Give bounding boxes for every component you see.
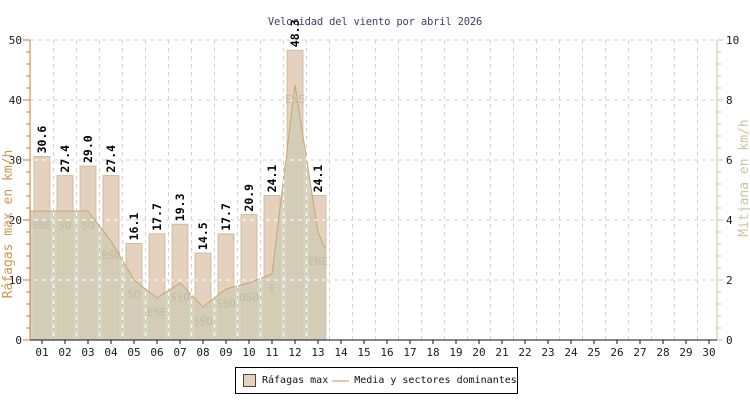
x-tick-label: 30 bbox=[702, 346, 715, 359]
left-tick-label: 30 bbox=[9, 154, 22, 167]
left-tick-label: 40 bbox=[9, 94, 22, 107]
right-tick-label: 4 bbox=[726, 214, 733, 227]
bar-value-label: 24.1 bbox=[265, 165, 279, 193]
left-axis-title: Ráfagas max en km/h bbox=[1, 150, 16, 299]
sector-label: SO bbox=[81, 219, 94, 232]
x-tick-label: 16 bbox=[380, 346, 393, 359]
x-tick-label: 18 bbox=[426, 346, 439, 359]
right-tick-label: 10 bbox=[726, 34, 739, 47]
x-tick-label: 08 bbox=[196, 346, 209, 359]
x-tick-label: 02 bbox=[58, 346, 71, 359]
right-tick-label: 2 bbox=[726, 274, 733, 287]
sector-label: SO bbox=[127, 288, 140, 301]
bar-value-label: 24.1 bbox=[311, 165, 325, 193]
sector-label: SO bbox=[58, 219, 71, 232]
x-tick-label: 01 bbox=[35, 346, 48, 359]
right-axis-title: Mitjana en km/h bbox=[737, 119, 750, 236]
bar-value-label: 20.9 bbox=[242, 184, 256, 212]
x-tick-label: 20 bbox=[472, 346, 485, 359]
x-tick-label: 26 bbox=[610, 346, 623, 359]
x-tick-label: 09 bbox=[219, 346, 232, 359]
legend-line-swatch-icon bbox=[332, 379, 350, 382]
left-tick-label: 10 bbox=[9, 274, 22, 287]
x-tick-label: 24 bbox=[564, 346, 578, 359]
bar-value-label: 30.6 bbox=[35, 126, 49, 154]
legend-line-label: Media y sectores dominantes bbox=[354, 375, 517, 386]
sector-label: E bbox=[269, 282, 276, 295]
left-tick-label: 0 bbox=[15, 334, 22, 347]
x-tick-label: 07 bbox=[173, 346, 186, 359]
bar-value-label: 27.4 bbox=[58, 145, 72, 173]
media-area bbox=[30, 85, 325, 340]
x-tick-label: 25 bbox=[587, 346, 600, 359]
x-tick-label: 19 bbox=[449, 346, 462, 359]
x-tick-label: 15 bbox=[357, 346, 370, 359]
x-tick-label: 17 bbox=[403, 346, 416, 359]
x-tick-label: 05 bbox=[127, 346, 140, 359]
sector-label: SSO bbox=[216, 297, 236, 310]
x-tick-label: 27 bbox=[633, 346, 646, 359]
left-tick-label: 20 bbox=[9, 214, 22, 227]
right-tick-label: 6 bbox=[726, 154, 733, 167]
sector-label: ENE bbox=[32, 219, 52, 232]
x-tick-label: 14 bbox=[334, 346, 348, 359]
sector-label: OSO bbox=[239, 291, 259, 304]
legend-bar-label: Ráfagas max bbox=[262, 375, 329, 386]
x-tick-label: 21 bbox=[495, 346, 508, 359]
x-tick-label: 13 bbox=[311, 346, 324, 359]
bar-value-label: 27.4 bbox=[104, 145, 118, 173]
media-line bbox=[30, 84, 326, 308]
left-tick-label: 50 bbox=[9, 34, 22, 47]
x-tick-label: 10 bbox=[242, 346, 255, 359]
bar-value-label: 16.1 bbox=[127, 213, 141, 241]
bar-value-label: 19.3 bbox=[173, 193, 187, 221]
sector-label: SSO bbox=[101, 249, 121, 262]
sector-label: SSO bbox=[193, 315, 213, 328]
chart-title: Velocidad del viento por abril 2026 bbox=[267, 16, 483, 28]
legend: Ráfagas max Media y sectores dominantes bbox=[235, 367, 518, 394]
x-tick-label: 06 bbox=[150, 346, 163, 359]
sector-label: ESE bbox=[147, 306, 167, 319]
legend-bar-swatch-icon bbox=[243, 374, 256, 387]
bar-value-label: 29.0 bbox=[81, 135, 95, 163]
x-tick-label: 23 bbox=[541, 346, 554, 359]
bar-value-label: 17.7 bbox=[219, 203, 233, 231]
x-tick-label: 04 bbox=[104, 346, 118, 359]
bar-value-label: 14.5 bbox=[196, 222, 210, 250]
x-tick-label: 29 bbox=[679, 346, 692, 359]
bar-value-label: 48.3 bbox=[288, 19, 302, 47]
right-tick-label: 0 bbox=[726, 334, 733, 347]
x-tick-label: 28 bbox=[656, 346, 669, 359]
sector-label: ENE bbox=[308, 255, 328, 268]
x-tick-label: 03 bbox=[81, 346, 94, 359]
x-tick-label: 11 bbox=[265, 346, 278, 359]
bar-value-label: 17.7 bbox=[150, 203, 164, 231]
sector-label: SSO bbox=[170, 291, 190, 304]
x-tick-label: 22 bbox=[518, 346, 531, 359]
sector-label: ENE bbox=[285, 93, 305, 106]
right-tick-label: 8 bbox=[726, 94, 733, 107]
x-tick-label: 12 bbox=[288, 346, 301, 359]
